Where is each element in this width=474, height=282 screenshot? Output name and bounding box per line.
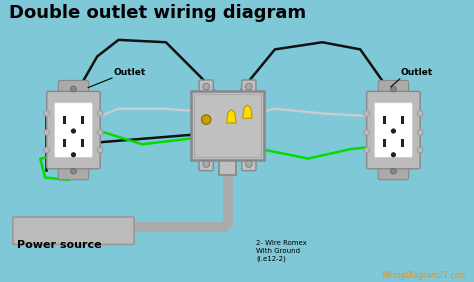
Circle shape [417, 130, 423, 135]
Circle shape [98, 111, 103, 116]
Bar [401, 116, 404, 124]
Bar [81, 139, 84, 147]
FancyBboxPatch shape [13, 217, 134, 244]
Polygon shape [227, 110, 236, 123]
Circle shape [391, 86, 396, 92]
Circle shape [364, 111, 370, 116]
Bar [383, 139, 386, 147]
Bar [401, 139, 404, 147]
Circle shape [71, 128, 76, 134]
Text: Outlet: Outlet [401, 69, 433, 78]
Bar [191, 91, 264, 160]
Circle shape [44, 147, 49, 153]
FancyBboxPatch shape [378, 80, 409, 98]
Circle shape [201, 115, 211, 124]
Circle shape [246, 83, 252, 90]
Circle shape [364, 147, 370, 153]
Bar [63, 139, 66, 147]
FancyBboxPatch shape [55, 103, 93, 158]
Bar [63, 116, 66, 124]
FancyBboxPatch shape [46, 91, 100, 169]
Circle shape [98, 130, 103, 135]
Circle shape [246, 161, 252, 167]
FancyBboxPatch shape [199, 80, 213, 93]
FancyBboxPatch shape [374, 103, 412, 158]
Text: 2- Wire Romex
With Ground
(i.e12-2): 2- Wire Romex With Ground (i.e12-2) [256, 240, 307, 262]
Text: WiringDiagram21.com: WiringDiagram21.com [381, 271, 467, 280]
Circle shape [391, 168, 396, 174]
Circle shape [71, 168, 76, 174]
Circle shape [203, 83, 210, 90]
Text: Outlet: Outlet [114, 69, 146, 78]
Circle shape [71, 152, 76, 157]
Circle shape [98, 147, 103, 153]
Circle shape [44, 130, 49, 135]
Bar [219, 158, 236, 175]
Circle shape [391, 128, 396, 134]
FancyBboxPatch shape [242, 157, 256, 171]
Circle shape [417, 111, 423, 116]
FancyBboxPatch shape [367, 91, 420, 169]
Circle shape [417, 147, 423, 153]
FancyBboxPatch shape [242, 80, 256, 93]
FancyBboxPatch shape [58, 80, 89, 98]
Text: Power source: Power source [17, 240, 101, 250]
Circle shape [71, 86, 76, 92]
Circle shape [391, 152, 396, 157]
Circle shape [203, 161, 210, 167]
FancyBboxPatch shape [199, 157, 213, 171]
FancyBboxPatch shape [58, 163, 89, 180]
Polygon shape [243, 105, 252, 118]
Circle shape [364, 130, 370, 135]
Bar [383, 116, 386, 124]
Text: Double outlet wiring diagram: Double outlet wiring diagram [9, 4, 306, 22]
Bar [193, 94, 262, 157]
FancyBboxPatch shape [378, 163, 409, 180]
Circle shape [44, 111, 49, 116]
Bar [81, 116, 84, 124]
